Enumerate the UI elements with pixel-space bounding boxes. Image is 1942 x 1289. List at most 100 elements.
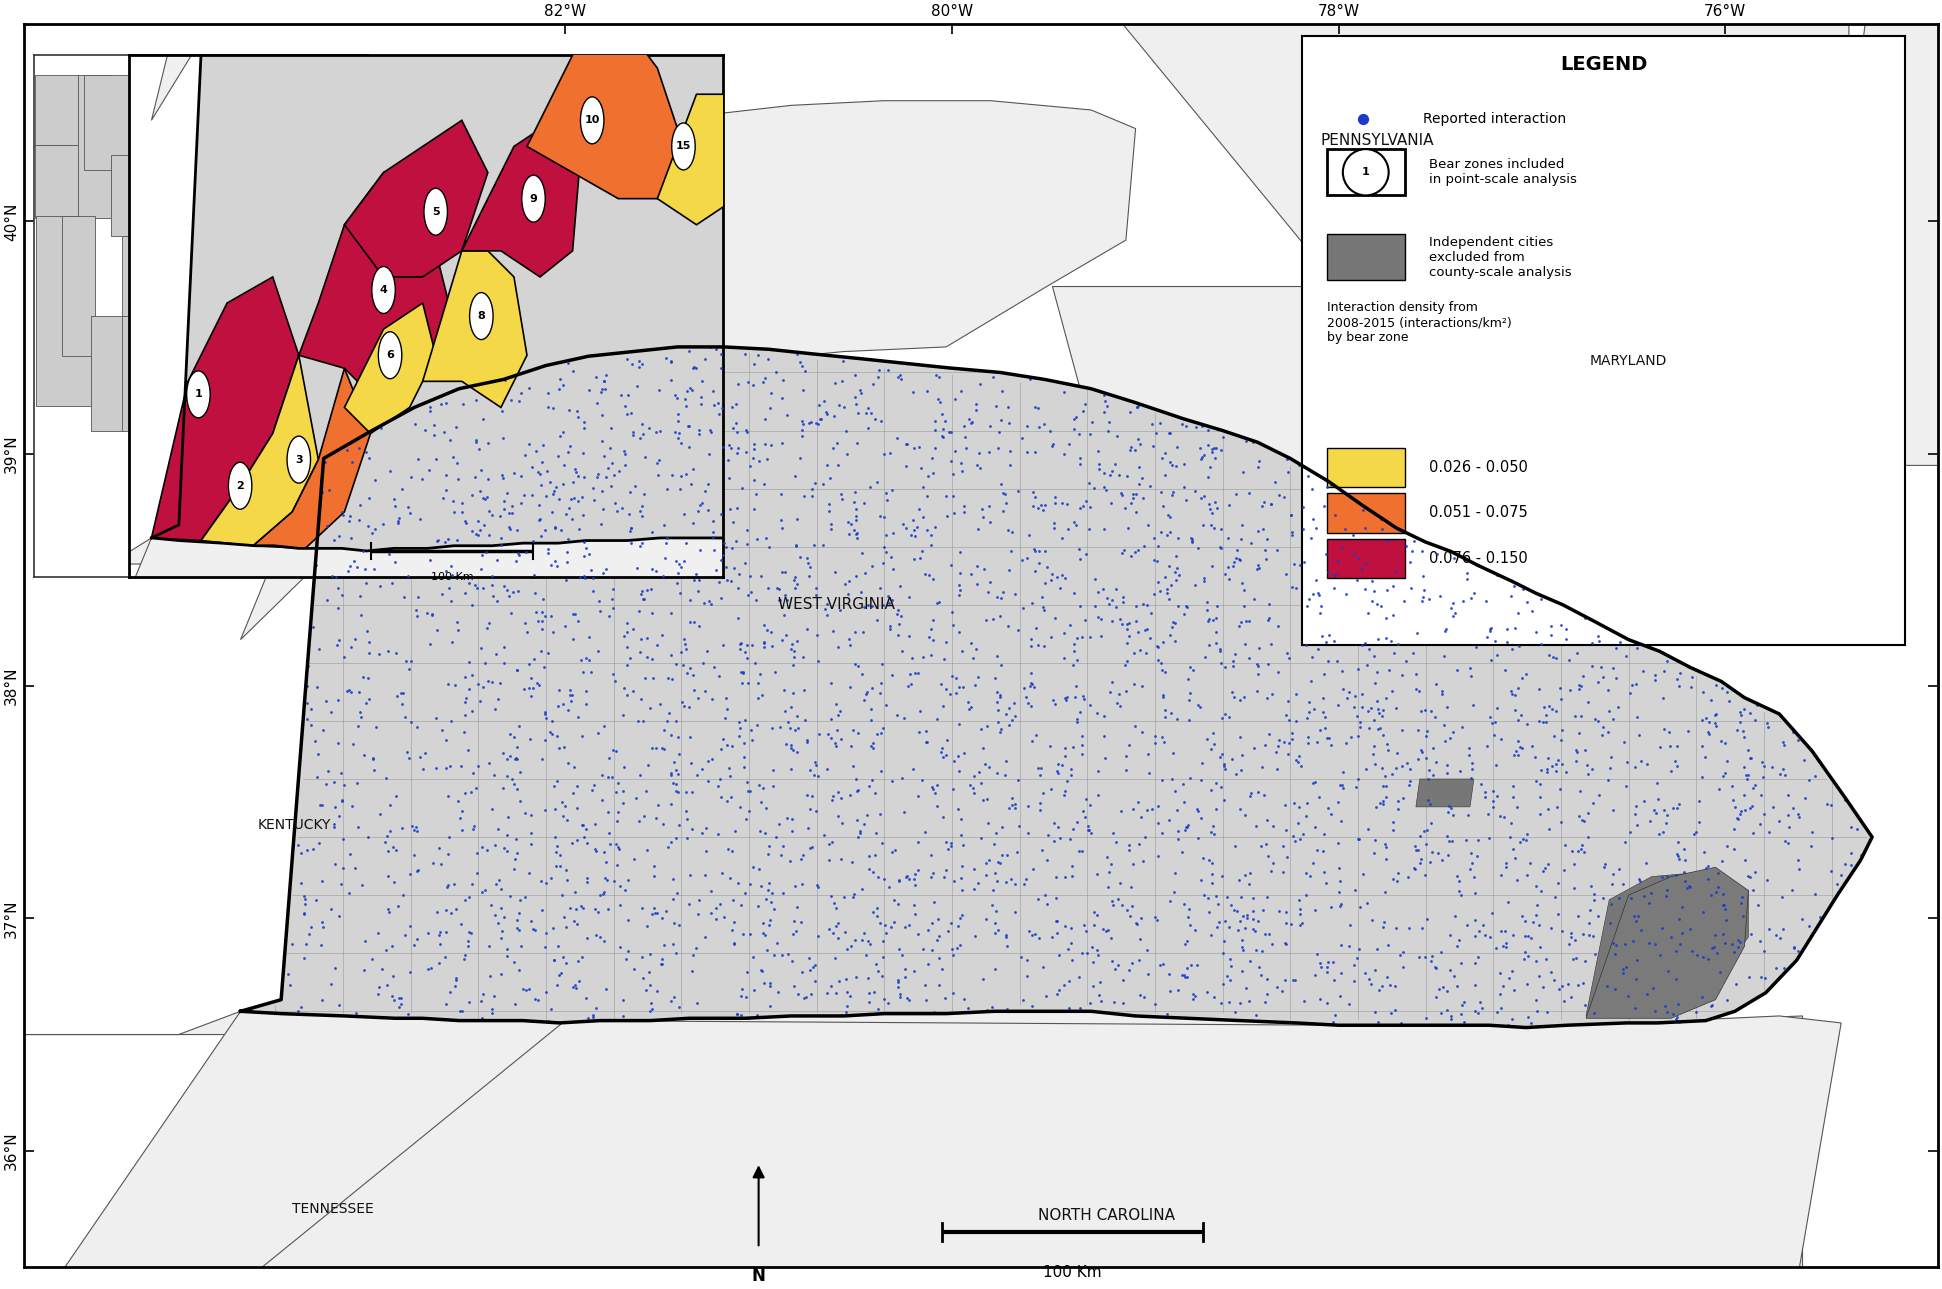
Point xyxy=(1196,503,1227,523)
Point xyxy=(602,811,633,831)
Point xyxy=(1410,865,1441,886)
Point xyxy=(1369,834,1400,855)
Point xyxy=(1173,815,1204,835)
Point xyxy=(868,946,899,967)
Point xyxy=(542,936,573,956)
Point xyxy=(664,433,695,454)
Point xyxy=(289,902,320,923)
Point xyxy=(973,442,1004,463)
Point xyxy=(348,744,379,764)
Point xyxy=(1546,688,1577,709)
Point xyxy=(1381,561,1412,581)
Point xyxy=(825,599,856,620)
Point xyxy=(944,907,975,928)
Point xyxy=(748,474,779,495)
Point xyxy=(1350,963,1381,984)
Point xyxy=(779,924,810,945)
Point xyxy=(569,568,600,589)
Point xyxy=(400,414,431,434)
Point xyxy=(769,562,800,583)
Point xyxy=(486,920,517,941)
Point xyxy=(421,620,452,641)
Point xyxy=(856,678,887,699)
Point xyxy=(344,816,375,837)
Point xyxy=(711,699,742,719)
Point xyxy=(567,663,598,683)
Point xyxy=(1035,779,1066,799)
Point xyxy=(295,715,326,736)
Point xyxy=(456,485,487,505)
Point xyxy=(326,585,357,606)
Point xyxy=(631,839,662,860)
Point xyxy=(1000,874,1031,895)
Text: MARYLAND: MARYLAND xyxy=(1590,354,1668,367)
Point xyxy=(1651,812,1682,833)
Point xyxy=(926,673,957,693)
Point xyxy=(1225,759,1256,780)
Point xyxy=(334,883,365,904)
Point xyxy=(1272,690,1303,710)
Point xyxy=(1350,579,1381,599)
Point xyxy=(478,585,509,606)
Point xyxy=(779,570,810,590)
Point xyxy=(728,757,759,777)
Point xyxy=(643,635,674,656)
Point xyxy=(1111,759,1142,780)
Point xyxy=(835,736,866,757)
Point xyxy=(820,915,851,936)
Point xyxy=(1303,583,1334,603)
Point xyxy=(1053,687,1084,708)
Point xyxy=(1058,512,1089,532)
Point xyxy=(307,911,338,932)
Point xyxy=(981,822,1012,843)
Point xyxy=(1214,568,1245,589)
Point xyxy=(385,508,416,528)
Point xyxy=(656,644,687,665)
Point xyxy=(994,540,1025,561)
Point xyxy=(884,977,915,998)
Point xyxy=(785,447,816,468)
Point xyxy=(1222,540,1253,561)
Point xyxy=(526,610,557,630)
Point xyxy=(841,768,872,789)
Point xyxy=(1152,1004,1183,1025)
Point xyxy=(705,343,736,363)
Point xyxy=(1645,737,1676,758)
Point xyxy=(1268,486,1299,507)
Point xyxy=(856,710,887,731)
Point xyxy=(625,535,656,556)
Point xyxy=(1703,862,1734,883)
Point xyxy=(600,670,631,691)
Point xyxy=(1070,789,1101,809)
Point xyxy=(1371,580,1402,601)
Point xyxy=(936,938,967,959)
Point xyxy=(1470,786,1501,807)
Point xyxy=(1119,853,1150,874)
Point xyxy=(1233,611,1264,632)
Point xyxy=(666,691,697,712)
Point xyxy=(1122,429,1154,450)
Point xyxy=(709,532,740,553)
Point xyxy=(377,986,408,1007)
Point xyxy=(1746,967,1777,987)
Point xyxy=(1062,539,1093,559)
Point xyxy=(913,920,944,941)
Point xyxy=(647,954,678,974)
Point xyxy=(462,510,493,531)
Point xyxy=(536,724,567,745)
Point xyxy=(1344,712,1375,732)
Point xyxy=(771,405,802,425)
Point xyxy=(874,442,905,463)
Point xyxy=(823,971,854,991)
Point xyxy=(1229,918,1260,938)
Point xyxy=(1084,985,1115,1005)
Point xyxy=(499,773,530,794)
Point xyxy=(1488,807,1519,828)
Point xyxy=(1274,709,1305,730)
Point xyxy=(1420,706,1451,727)
Point xyxy=(598,739,629,759)
Point xyxy=(1662,846,1693,866)
Point xyxy=(843,723,874,744)
Point xyxy=(1587,666,1618,687)
Point xyxy=(1014,369,1045,389)
